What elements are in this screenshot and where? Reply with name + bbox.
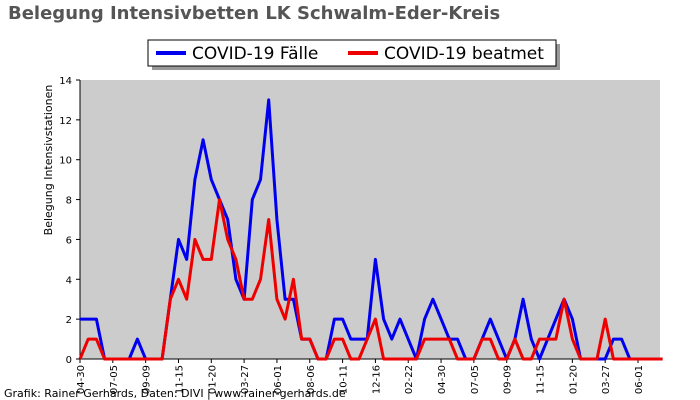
data-line (78, 198, 663, 361)
x-tick-label: 12-16 (371, 365, 382, 394)
x-tick-label: 06-01 (273, 365, 284, 394)
legend: COVID-19 Fälle COVID-19 beatmet (147, 39, 560, 70)
y-tick-label: 10 (59, 156, 72, 167)
x-tick-label: 11-15 (536, 365, 547, 394)
y-axis-label: Belegung Intensivstationen (42, 85, 55, 236)
y-tick-label: 6 (66, 235, 72, 246)
y-tick-label: 14 (59, 76, 72, 87)
x-tick-label: 06-01 (634, 365, 645, 394)
x-tick-label: 02-22 (404, 365, 415, 394)
x-tick-label: 07-05 (470, 365, 481, 394)
x-tick-label: 11-15 (174, 365, 185, 394)
y-tick-label: 2 (66, 315, 72, 326)
x-tick-label: 09-09 (142, 365, 153, 394)
legend-label: COVID-19 beatmet (384, 44, 544, 64)
x-tick-label: 04-30 (437, 365, 448, 394)
x-tick-label: 07-05 (109, 365, 120, 394)
y-tick-label: 0 (66, 355, 72, 366)
x-tick-label: 03-27 (240, 365, 251, 394)
x-tick-label: 04-30 (76, 365, 87, 394)
x-tick-label: 08-06 (306, 365, 317, 394)
legend-box (147, 39, 557, 67)
x-tick-label: 01-20 (568, 365, 579, 394)
x-tick-label: 03-27 (601, 365, 612, 394)
chart-title: Belegung Intensivbetten LK Schwalm-Eder-… (8, 3, 500, 24)
y-tick-label: 12 (59, 116, 72, 127)
x-tick-label: 10-11 (339, 365, 350, 394)
y-tick-label: 4 (66, 275, 72, 286)
x-tick-label: 01-20 (207, 365, 218, 394)
y-tick-label: 8 (66, 196, 72, 207)
footer: Grafik: Rainer Gerhards, Daten: DIVI | w… (4, 387, 346, 400)
x-tick-label: 09-09 (503, 365, 514, 394)
legend-label: COVID-19 Fälle (192, 44, 318, 64)
